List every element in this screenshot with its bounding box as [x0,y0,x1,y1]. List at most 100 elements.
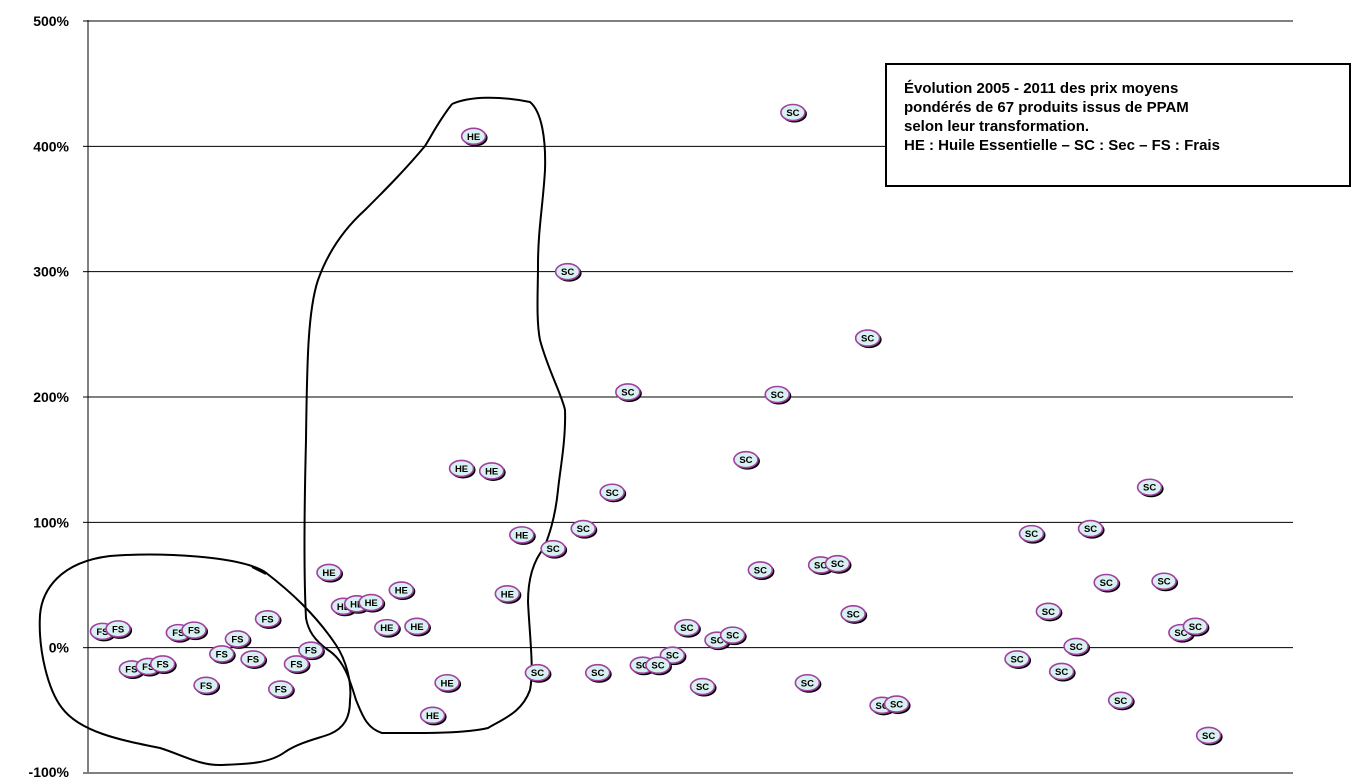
marker-ellipse [1004,650,1030,668]
he-group-outline [303,96,567,735]
data-point-sc: SC [719,626,747,646]
marker-label: SC [739,455,752,466]
marker-ellipse [208,645,235,663]
marker-ellipse [1063,637,1089,656]
data-point-sc: SC [1195,726,1223,746]
marker-label: FS [216,649,228,660]
marker-ellipse [316,563,342,582]
marker-label: SC [621,387,634,398]
data-point-he: HE [434,673,462,693]
marker-label: HE [322,568,335,579]
marker-ellipse [1018,524,1045,543]
data-point-fs: FS [149,655,177,674]
marker-ellipse [267,680,294,698]
marker-ellipse [193,676,219,695]
fs-group-outline [38,553,352,767]
data-point-sc: SC [1035,602,1063,622]
marker-label: SC [801,678,814,689]
data-point-fs: FS [181,621,209,641]
data-point-sc: SC [1107,691,1135,711]
marker-label: SC [754,565,767,576]
marker-ellipse [388,581,415,599]
annotation-box: Évolution 2005 - 2011 des prix moyens po… [885,63,1351,187]
y-tick-label: 500% [33,13,69,29]
data-point-sc: SC [747,561,775,580]
annotation-line-1: Évolution 2005 - 2011 des prix moyens [904,80,1179,97]
marker-ellipse [460,127,487,146]
marker-label: SC [561,267,574,278]
marker-label: HE [337,602,350,613]
annotation-line-2: pondérés de 67 produits issus de PPAM [904,99,1189,116]
marker-ellipse [1151,572,1177,591]
marker-ellipse [1195,726,1222,745]
marker-label: SC [1025,529,1038,540]
marker-ellipse [298,641,324,659]
marker-label: SC [1143,483,1156,494]
marker-ellipse [1107,691,1134,710]
marker-ellipse [283,655,310,673]
marker-label: SC [831,559,844,570]
marker-ellipse [689,677,716,696]
data-point-he: HE [460,127,488,147]
data-point-sc: SC [733,450,760,470]
data-point-sc: SC [554,262,582,282]
marker-label: HE [410,622,423,633]
marker-label: HE [455,464,468,475]
marker-ellipse [747,561,774,579]
data-point-fs: FS [208,645,236,664]
marker-ellipse [794,673,821,692]
annotation-line-3: selon leur transformation. [904,118,1090,135]
marker-label: SC [1174,628,1187,639]
data-point-fs: FS [283,655,311,674]
marker-label: SC [606,488,619,499]
data-point-sc: SC [824,554,852,574]
marker-ellipse [240,650,266,668]
marker-label: FS [275,685,287,696]
marker-label: SC [1084,524,1097,535]
data-point-sc: SC [1182,617,1210,637]
data-point-he: HE [388,581,416,601]
marker-label: SC [651,661,664,672]
marker-ellipse [419,706,446,725]
marker-ellipse [105,620,131,638]
marker-ellipse [615,383,641,401]
marker-label: SC [814,560,827,571]
data-point-fs: FS [105,620,133,639]
marker-label: FS [261,614,273,625]
marker-label: HE [426,711,439,722]
data-point-fs: FS [193,676,221,696]
data-point-he: HE [448,459,476,479]
marker-ellipse [599,483,625,502]
data-point-sc: SC [794,673,822,693]
marker-ellipse [570,519,597,538]
marker-ellipse [733,450,759,469]
marker-label: HE [380,623,393,634]
y-tick-label: 0% [49,640,70,656]
marker-label: FS [112,624,124,635]
marker-ellipse [1077,519,1104,538]
marker-label: SC [636,661,649,672]
marker-label: SC [1114,696,1127,707]
marker-ellipse [780,103,806,122]
marker-label: SC [786,108,799,119]
data-point-sc: SC [840,605,868,624]
marker-ellipse [824,554,851,573]
marker-label: SC [710,636,723,647]
marker-label: SC [531,668,544,679]
data-point-he: HE [494,584,522,604]
marker-label: SC [847,609,860,620]
marker-label: SC [680,623,693,634]
marker-label: FS [200,681,212,692]
marker-label: HE [440,678,453,689]
y-tick-label: 300% [33,264,69,280]
data-point-sc: SC [1018,524,1046,544]
marker-ellipse [1093,573,1120,592]
marker-ellipse [404,617,430,636]
marker-label: FS [142,662,154,673]
marker-label: SC [1042,607,1055,618]
data-point-sc: SC [689,677,717,697]
marker-label: FS [188,626,200,637]
data-point-fs: FS [224,630,252,649]
marker-ellipse [374,618,400,637]
